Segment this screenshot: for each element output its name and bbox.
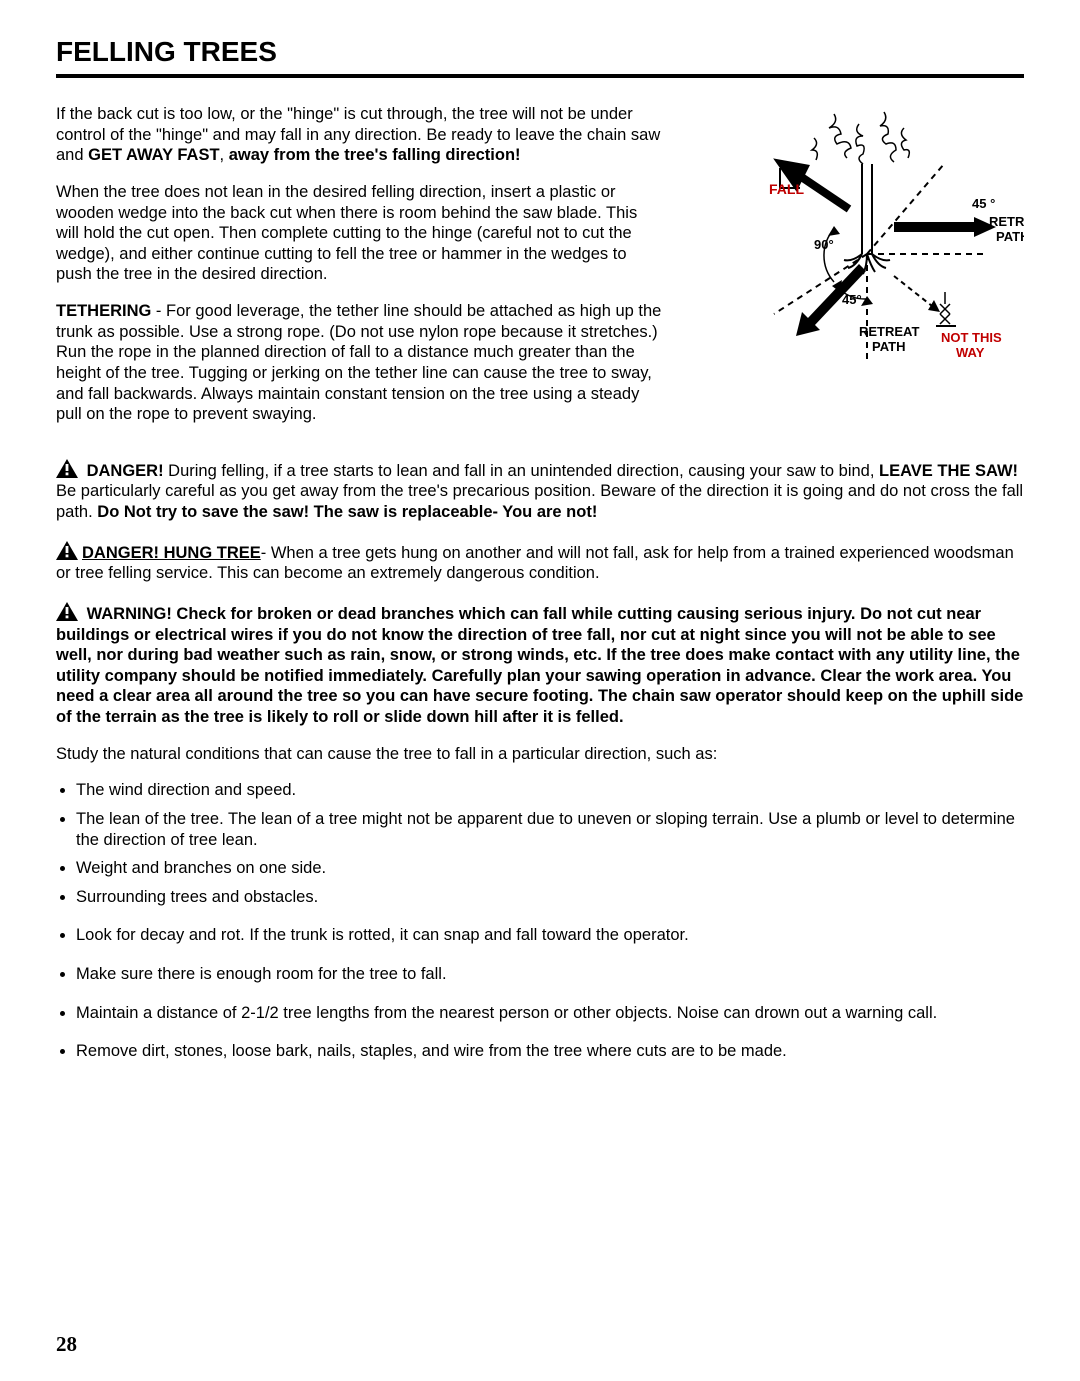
text-bold: GET AWAY FAST xyxy=(88,146,219,164)
text-bold: LEAVE THE SAW! xyxy=(879,462,1018,480)
danger-triangle-icon xyxy=(56,541,78,560)
danger-triangle-icon xyxy=(56,602,78,621)
fall-label: FALL xyxy=(769,181,804,197)
top-row: If the back cut is too low, or the "hing… xyxy=(56,104,1024,441)
angle-label: 45 ° xyxy=(972,196,995,211)
not-this-label: WAY xyxy=(956,345,985,360)
warning-paragraph: WARNING! Check for broken or dead branch… xyxy=(56,602,1024,728)
list-item: The wind direction and speed. xyxy=(76,780,1024,801)
list-item: Remove dirt, stones, loose bark, nails, … xyxy=(76,1041,1024,1062)
text: - For good leverage, the tether line sho… xyxy=(56,302,661,423)
list-item: The lean of the tree. The lean of a tree… xyxy=(76,809,1024,850)
retreat-label: PATH xyxy=(996,229,1024,244)
text: During felling, if a tree starts to lean… xyxy=(164,462,879,480)
text-bold: Do Not try to save the saw! The saw is r… xyxy=(97,503,597,521)
arrowhead-icon xyxy=(828,226,840,236)
study-intro: Study the natural conditions that can ca… xyxy=(56,744,1024,765)
conditions-list: The wind direction and speed. The lean o… xyxy=(76,780,1024,1062)
warning-text: WARNING! Check for broken or dead branch… xyxy=(56,605,1023,726)
intro-paragraph-2: When the tree does not lean in the desir… xyxy=(56,182,664,285)
arrowhead-icon xyxy=(861,296,873,306)
intro-paragraph-1: If the back cut is too low, or the "hing… xyxy=(56,104,664,166)
not-this-way-icon xyxy=(894,276,956,326)
danger-paragraph-2: DANGER! HUNG TREE- When a tree gets hung… xyxy=(56,541,1024,584)
list-item: Look for decay and rot. If the trunk is … xyxy=(76,925,1024,946)
retreat-label: PATH xyxy=(872,339,905,354)
danger-paragraph-1: DANGER! During felling, if a tree starts… xyxy=(56,459,1024,523)
text-bold: away from the tree's falling direction! xyxy=(229,146,521,164)
list-item: Weight and branches on one side. xyxy=(76,858,1024,879)
intro-paragraph-3: TETHERING - For good leverage, the tethe… xyxy=(56,301,664,425)
danger-label: DANGER! xyxy=(82,462,164,480)
page-number: 28 xyxy=(56,1332,77,1357)
list-item: Make sure there is enough room for the t… xyxy=(76,964,1024,985)
list-item: Surrounding trees and obstacles. xyxy=(76,887,1024,908)
intro-text-column: If the back cut is too low, or the "hing… xyxy=(56,104,664,441)
list-item: Maintain a distance of 2-1/2 tree length… xyxy=(76,1003,1024,1024)
retreat-arrow-right-icon xyxy=(894,217,996,237)
retreat-label: RETREAT xyxy=(989,214,1024,229)
not-this-label: NOT THIS xyxy=(941,330,1002,345)
retreat-path-diagram: FALL 45 ° RETREAT PATH 90° xyxy=(684,104,1024,384)
tree-icon xyxy=(812,112,909,164)
retreat-label: RETREAT xyxy=(859,324,919,339)
danger-label: DANGER! HUNG TREE xyxy=(82,544,261,562)
text-bold: TETHERING xyxy=(56,302,151,320)
text: , xyxy=(220,146,229,164)
page-title: FELLING TREES xyxy=(56,36,1024,68)
danger-triangle-icon xyxy=(56,459,78,478)
page: FELLING TREES If the back cut is too low… xyxy=(0,0,1080,1381)
title-divider xyxy=(56,74,1024,78)
